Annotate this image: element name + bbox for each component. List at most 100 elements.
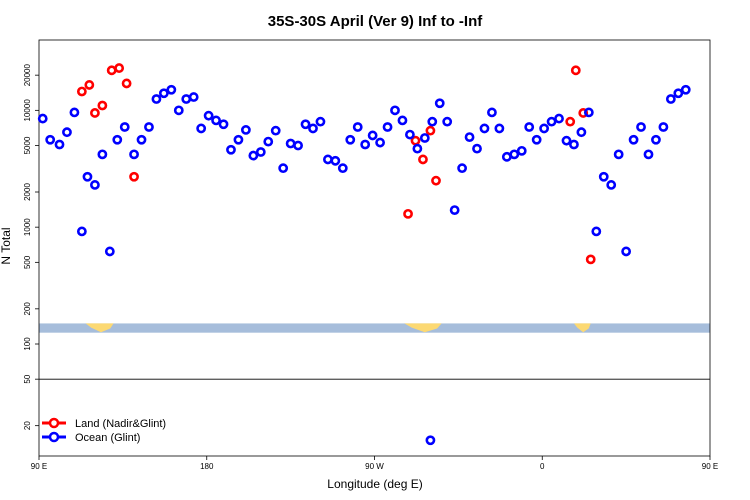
data-point [308, 123, 318, 134]
data-point [554, 113, 564, 124]
x-tick-label: 90 E [702, 462, 718, 471]
data-point [188, 92, 199, 102]
data-point [598, 171, 609, 182]
data-point [509, 149, 520, 160]
data-point [487, 107, 497, 118]
data-point [613, 149, 624, 160]
x-tick-label: 90 E [31, 462, 47, 471]
data-point [218, 119, 229, 130]
data-point [352, 122, 363, 132]
data-point [76, 226, 87, 237]
data-point [255, 147, 266, 157]
data-point [263, 136, 274, 147]
data-point [106, 65, 117, 76]
data-point [576, 127, 587, 138]
data-point [158, 88, 169, 99]
data-point [578, 108, 589, 118]
data-point [226, 144, 236, 155]
data-point [449, 205, 460, 215]
x-axis: 90 E 180 90 W 0 90 E [31, 456, 718, 471]
data-point [565, 116, 576, 127]
data-point [524, 122, 535, 132]
map-band-land-2 [573, 323, 591, 333]
x-tick-label: 90 W [365, 462, 384, 471]
data-point [561, 135, 572, 146]
y-tick-label: 5000 [23, 136, 32, 154]
chart-title: 35S-30S April (Ver 9) Inf to -Inf [268, 13, 483, 30]
legend-item-land: Land (Nadir&Glint) [42, 417, 166, 430]
y-tick-label: 1000 [23, 218, 32, 236]
y-tick-label: 20 [23, 421, 32, 430]
x-axis-title: Longitude (deg E) [327, 477, 422, 491]
map-band [39, 323, 710, 333]
data-point [583, 107, 594, 118]
data-point [97, 149, 108, 160]
data-point [419, 133, 430, 143]
data-point [181, 94, 192, 104]
data-point [546, 116, 557, 127]
data-point [82, 171, 93, 182]
data-point [345, 134, 356, 145]
data-point [464, 132, 475, 143]
data-point [166, 84, 177, 95]
data-point [367, 130, 378, 141]
data-point [337, 163, 348, 174]
y-axis: 20 50 100 200 500 1000 2000 5000 10000 20000 [23, 63, 39, 430]
data-point [621, 246, 632, 257]
y-tick-label: 2000 [23, 183, 32, 201]
data-point [323, 154, 333, 165]
data-point [431, 175, 441, 186]
data-point [570, 65, 581, 76]
data-point [501, 151, 512, 162]
y-tick-label: 100 [23, 337, 32, 351]
data-point [531, 134, 542, 145]
legend-land-marker [48, 417, 60, 429]
data-point [494, 123, 505, 134]
legend-land-label: Land (Nadir&Glint) [75, 418, 166, 430]
data-point [606, 180, 617, 190]
data-point [129, 171, 139, 182]
data-point [203, 110, 214, 121]
data-point [104, 246, 115, 257]
data-point [129, 149, 139, 160]
data-point [457, 163, 468, 174]
data-point [90, 108, 100, 118]
data-point [144, 122, 154, 132]
data-point [211, 115, 221, 126]
data-point [270, 125, 281, 136]
legend-item-ocean: Ocean (Glint) [42, 431, 140, 444]
data-point [643, 149, 654, 160]
data-point [397, 115, 408, 126]
data-point [375, 137, 385, 148]
data-point [196, 123, 207, 134]
data-point [54, 139, 65, 150]
data-point [300, 119, 311, 130]
data-point [114, 63, 125, 73]
data-point [569, 139, 579, 150]
series-layer [37, 63, 691, 446]
data-point [658, 122, 669, 132]
data-point [136, 134, 147, 145]
data-point [418, 154, 428, 165]
data-point [97, 100, 108, 111]
y-tick-label: 20000 [23, 63, 32, 86]
data-point [45, 134, 56, 145]
data-point [651, 134, 661, 145]
data-point [293, 140, 303, 151]
data-point [591, 226, 602, 237]
map-band-land-0 [85, 323, 114, 333]
legend: Land (Nadir&Glint) Ocean (Glint) [42, 417, 166, 444]
data-point [636, 122, 646, 132]
data-point [278, 163, 289, 174]
series-1 [37, 84, 691, 446]
data-point [382, 122, 393, 132]
data-point [240, 125, 251, 135]
data-point [442, 116, 453, 127]
data-point [412, 143, 423, 154]
data-point [425, 125, 436, 136]
data-point [37, 113, 48, 124]
map-band-ocean [39, 323, 710, 333]
data-point [84, 80, 95, 90]
plot-border [38, 39, 711, 457]
